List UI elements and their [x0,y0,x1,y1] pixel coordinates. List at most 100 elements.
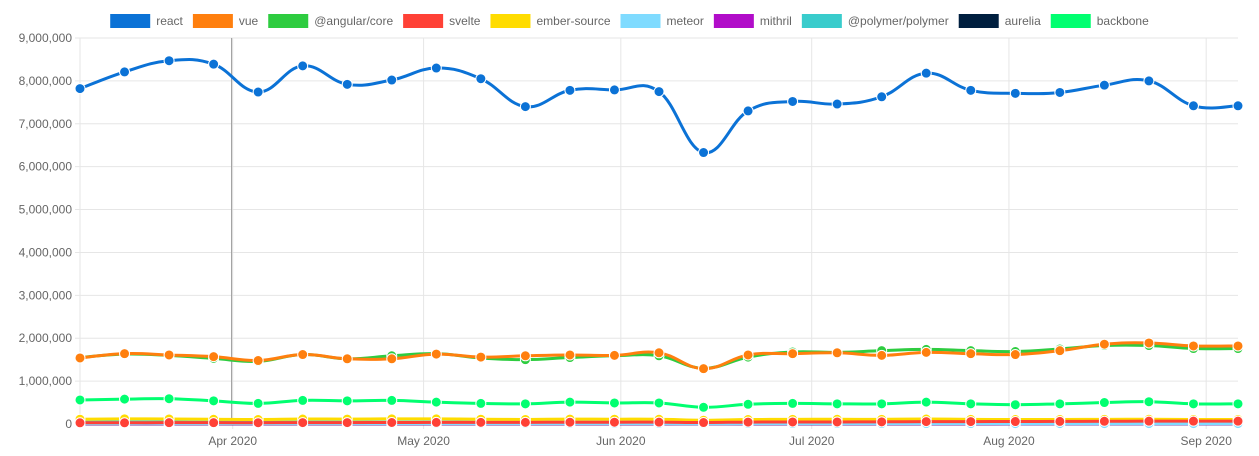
legend-item[interactable]: ember-source [490,14,611,28]
data-point[interactable] [787,348,799,360]
data-point[interactable] [475,416,487,428]
data-point[interactable] [208,351,220,363]
data-point[interactable] [1187,415,1199,427]
data-point[interactable] [1232,398,1244,410]
data-point[interactable] [1143,337,1155,349]
data-point[interactable] [876,416,888,428]
data-point[interactable] [386,353,398,365]
data-point[interactable] [787,95,799,107]
data-point[interactable] [1232,340,1244,352]
data-point[interactable] [430,416,442,428]
legend-item[interactable]: mithril [713,14,792,28]
data-point[interactable] [163,417,175,429]
legend-item[interactable]: meteor [620,14,704,28]
data-point[interactable] [475,73,487,85]
data-point[interactable] [1098,79,1110,91]
data-point[interactable] [1143,75,1155,87]
data-point[interactable] [119,348,131,360]
data-point[interactable] [564,416,576,428]
data-point[interactable] [608,84,620,96]
data-point[interactable] [742,398,754,410]
legend-item[interactable]: react [110,14,184,28]
data-point[interactable] [163,393,175,405]
data-point[interactable] [787,397,799,409]
data-point[interactable] [1054,415,1066,427]
data-point[interactable] [119,393,131,405]
data-point[interactable] [1054,398,1066,410]
data-point[interactable] [252,417,264,429]
data-point[interactable] [519,416,531,428]
data-point[interactable] [920,67,932,79]
data-point[interactable] [564,396,576,408]
data-point[interactable] [1232,100,1244,112]
data-point[interactable] [920,346,932,358]
data-point[interactable] [653,86,665,98]
data-point[interactable] [74,417,86,429]
data-point[interactable] [74,352,86,364]
data-point[interactable] [1187,100,1199,112]
data-point[interactable] [920,416,932,428]
data-point[interactable] [608,349,620,361]
data-point[interactable] [386,74,398,86]
data-point[interactable] [163,349,175,361]
data-point[interactable] [119,66,131,78]
data-point[interactable] [386,394,398,406]
data-point[interactable] [831,347,843,359]
data-point[interactable] [831,98,843,110]
data-point[interactable] [965,348,977,360]
data-point[interactable] [1098,338,1110,350]
legend-item[interactable]: @polymer/polymer [801,14,949,28]
data-point[interactable] [297,349,309,361]
data-point[interactable] [252,397,264,409]
data-point[interactable] [475,397,487,409]
data-point[interactable] [698,417,710,429]
data-point[interactable] [74,83,86,95]
data-point[interactable] [1143,415,1155,427]
data-point[interactable] [519,101,531,113]
data-point[interactable] [208,395,220,407]
data-point[interactable] [698,147,710,159]
data-point[interactable] [297,60,309,72]
data-point[interactable] [608,397,620,409]
data-point[interactable] [742,349,754,361]
data-point[interactable] [386,416,398,428]
legend-item[interactable]: @angular/core [268,14,393,28]
data-point[interactable] [698,401,710,413]
data-point[interactable] [608,416,620,428]
data-point[interactable] [297,417,309,429]
data-point[interactable] [965,84,977,96]
data-point[interactable] [787,416,799,428]
data-point[interactable] [341,78,353,90]
data-point[interactable] [965,398,977,410]
data-point[interactable] [1187,398,1199,410]
data-point[interactable] [564,84,576,96]
data-point[interactable] [653,347,665,359]
data-point[interactable] [1054,345,1066,357]
data-point[interactable] [698,363,710,375]
data-point[interactable] [1098,397,1110,409]
data-point[interactable] [519,350,531,362]
data-point[interactable] [876,349,888,361]
data-point[interactable] [1009,349,1021,361]
data-point[interactable] [1009,87,1021,99]
data-point[interactable] [831,416,843,428]
data-point[interactable] [252,86,264,98]
data-point[interactable] [1187,340,1199,352]
data-point[interactable] [920,396,932,408]
data-point[interactable] [430,62,442,74]
data-point[interactable] [341,353,353,365]
data-point[interactable] [876,398,888,410]
data-point[interactable] [742,416,754,428]
data-point[interactable] [297,394,309,406]
data-point[interactable] [341,395,353,407]
data-point[interactable] [430,396,442,408]
data-point[interactable] [430,348,442,360]
data-point[interactable] [475,351,487,363]
data-point[interactable] [831,398,843,410]
data-point[interactable] [119,417,131,429]
legend-item[interactable]: vue [192,14,259,28]
data-point[interactable] [653,416,665,428]
legend-item[interactable]: backbone [1050,14,1149,28]
data-point[interactable] [74,394,86,406]
data-point[interactable] [965,416,977,428]
